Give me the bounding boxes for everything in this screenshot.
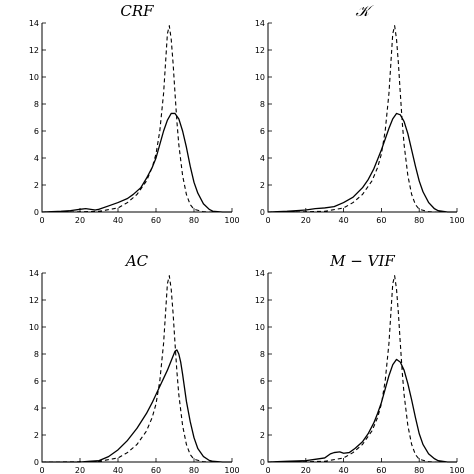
y-tick-label: 2 xyxy=(260,181,265,190)
x-tick-label: 40 xyxy=(113,466,123,474)
y-tick-label: 4 xyxy=(34,404,39,413)
y-tick-label: 10 xyxy=(255,323,265,332)
y-tick-label: 6 xyxy=(34,377,39,386)
y-tick-label: 14 xyxy=(255,269,265,278)
solid-series-line xyxy=(267,112,457,213)
y-tick-label: 10 xyxy=(29,323,39,332)
x-tick-label: 20 xyxy=(75,466,85,474)
x-tick-label: 40 xyxy=(339,466,349,474)
panel-k: 𝒦 0 2 4 6 8 10 12 14 0 20 40 60 80 100 xyxy=(255,2,465,225)
y-tick-label: 4 xyxy=(260,154,265,163)
x-tick-label: 100 xyxy=(224,466,239,474)
y-tick-label: 14 xyxy=(29,19,39,28)
y-tick-label: 12 xyxy=(255,296,265,305)
dashed-series-line xyxy=(267,275,457,463)
axes xyxy=(267,273,457,463)
x-tick-label: 40 xyxy=(113,216,123,225)
y-tick-label: 12 xyxy=(29,296,39,305)
axes xyxy=(41,23,232,213)
y-tick-label: 12 xyxy=(255,46,265,55)
x-tick-label: 0 xyxy=(265,466,270,474)
x-tick-label: 80 xyxy=(189,216,199,225)
panel-crf: CRF 0 2 4 6 8 10 12 14 0 20 40 60 80 100 xyxy=(29,2,240,225)
solid-series-line xyxy=(42,349,232,463)
panel-title: M − VIF xyxy=(329,252,395,270)
y-tick-label: 8 xyxy=(260,350,265,359)
y-tick-label: 0 xyxy=(260,208,265,217)
x-tick-label: 0 xyxy=(265,216,270,225)
x-tick-label: 60 xyxy=(376,216,386,225)
x-tick-label: 20 xyxy=(301,216,311,225)
x-tick-label: 80 xyxy=(414,466,424,474)
x-tick-label: 40 xyxy=(339,216,349,225)
y-tick-label: 0 xyxy=(260,458,265,467)
x-tick-label: 100 xyxy=(224,216,239,225)
panel-m-vif: M − VIF 0 2 4 6 8 10 12 14 0 20 40 60 80 100 xyxy=(255,252,465,474)
x-tick-label: 0 xyxy=(39,466,44,474)
y-tick-label: 8 xyxy=(34,100,39,109)
y-tick-label: 6 xyxy=(260,377,265,386)
panel-title: 𝒦 xyxy=(356,2,375,20)
solid-series-line xyxy=(41,112,232,213)
y-tick-label: 6 xyxy=(34,127,39,136)
panel-title: CRF xyxy=(120,2,154,20)
solid-series-line xyxy=(267,358,457,463)
y-tick-label: 2 xyxy=(260,431,265,440)
y-tick-label: 0 xyxy=(34,208,39,217)
y-tick-label: 10 xyxy=(255,73,265,82)
axes xyxy=(41,273,232,463)
dashed-series-line xyxy=(41,25,232,213)
panel-ac: AC 0 2 4 6 8 10 12 14 0 20 40 60 80 100 xyxy=(29,252,240,474)
y-tick-label: 8 xyxy=(34,350,39,359)
dashed-series-line xyxy=(41,275,232,463)
y-tick-label: 2 xyxy=(34,181,39,190)
y-tick-label: 6 xyxy=(260,127,265,136)
y-tick-label: 10 xyxy=(29,73,39,82)
y-tick-label: 4 xyxy=(34,154,39,163)
panel-title: AC xyxy=(124,252,149,270)
x-tick-label: 80 xyxy=(414,216,424,225)
y-tick-label: 12 xyxy=(29,46,39,55)
y-tick-label: 14 xyxy=(29,269,39,278)
x-tick-label: 100 xyxy=(449,466,464,474)
y-tick-label: 2 xyxy=(34,431,39,440)
x-tick-label: 60 xyxy=(151,466,161,474)
y-tick-label: 4 xyxy=(260,404,265,413)
x-tick-label: 20 xyxy=(301,466,311,474)
y-tick-label: 0 xyxy=(34,458,39,467)
y-tick-label: 8 xyxy=(260,100,265,109)
x-tick-label: 20 xyxy=(75,216,85,225)
dashed-series-line xyxy=(267,25,457,213)
x-tick-label: 60 xyxy=(151,216,161,225)
axes xyxy=(267,23,457,213)
x-tick-label: 0 xyxy=(39,216,44,225)
x-tick-label: 80 xyxy=(189,466,199,474)
y-tick-label: 14 xyxy=(255,19,265,28)
x-tick-label: 100 xyxy=(449,216,464,225)
x-tick-label: 60 xyxy=(376,466,386,474)
